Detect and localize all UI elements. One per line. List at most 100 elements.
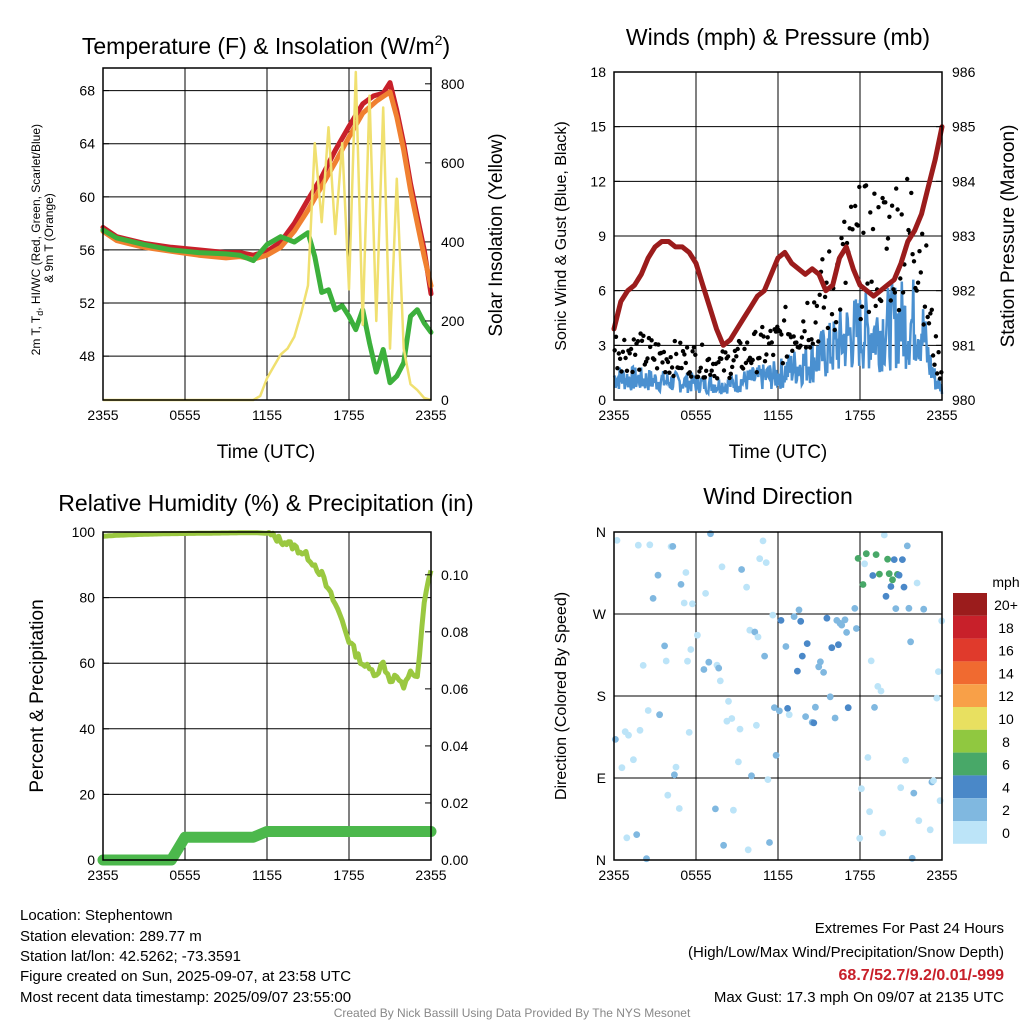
y-tick-label: 12 [590,173,606,189]
y-tick-label: 56 [79,242,95,258]
wind-gust-point [936,350,941,355]
x-tick-label: 1755 [333,407,364,423]
temperature-axes: 2355 0555 1155 1755 2355 48 52 56 60 64 68 0 200 400 6… [79,76,464,423]
y2-tick-label: 0.04 [441,738,468,754]
wind-gust-point [866,309,872,315]
wind-direction-point [772,751,780,759]
wind-gust-point [885,236,891,241]
wind-direction-point [702,590,709,597]
wind-gust-point [645,356,650,361]
winds-y2-label: Station Pressure (Maroon) [998,125,1019,348]
wind-gust-point [900,290,906,295]
y-tick-label: S [597,688,606,704]
wind-gust-point [764,352,769,357]
wind-direction-point [754,633,762,641]
wind-gust-point [668,355,673,360]
temperature-series [100,70,434,402]
wind-direction-point [853,625,860,632]
wind-gust-point [750,357,755,363]
wind-gust-point [698,365,703,370]
colorbar-swatch [953,729,987,753]
wind-direction-point [826,693,834,701]
wind-gust-point [909,190,914,196]
x-tick-label: 0555 [169,867,200,883]
wind-gust-point [753,329,758,335]
wind-gust-point [769,340,774,345]
wind-direction-point [625,731,632,739]
wind-gust-point [727,375,732,381]
wind-gust-point [802,329,807,334]
wind-gust-point [910,252,915,257]
wind-direction-point [903,542,911,550]
wind-gust-point [742,346,747,352]
wind-direction-point [803,640,811,647]
wind-direction-point [669,543,677,550]
wind-direction-point [930,777,937,784]
wind-direction-point [877,687,885,695]
relative-humidity-line [102,530,434,691]
wind-gust-point [933,334,939,339]
wind-gust-point [757,355,762,361]
wind-direction-point [798,652,806,660]
wind-gust-point [665,359,671,365]
wind-direction-point [795,606,803,614]
colorbar-label: 14 [998,665,1014,681]
wind-direction-point [905,604,913,612]
wind-gust-point [920,231,925,236]
credit-line: Created By Nick Bassill Using Data Provi… [333,1006,691,1020]
wind-gust-point [840,241,846,247]
wind-direction-point [858,785,865,793]
wind-direction-point [892,605,900,612]
wind-gust-point [843,280,848,285]
wind-direction-point [639,662,647,669]
wind-gust-point [895,207,900,212]
wind-direction-point [671,771,678,779]
wind-gust-point [814,303,820,309]
wind-direction-point [735,758,742,766]
wind-gust-point [613,334,619,339]
wind-gust-point [853,203,858,209]
wind-direction-point [718,563,726,571]
colorbar-swatch [953,798,987,821]
wind-gust-point [879,298,884,304]
wind-direction-point [897,784,905,792]
wind-gust-point [883,200,888,205]
wind-gust-point [842,219,847,224]
wind-gust-point [805,300,810,306]
wind-direction-point [797,617,805,625]
wind-direction-point [728,715,736,722]
wind-gust-point [888,298,893,303]
wind-gust-point [813,320,818,325]
station-pressure-line [611,124,945,348]
wind-direction-point [656,711,663,719]
wind-direction-point [838,621,846,629]
y-tick-label: 52 [79,295,95,311]
wind-gust-point [825,325,831,331]
wind-gust-point [872,191,877,196]
wind-gust-point [894,186,899,191]
wind-direction-point [756,555,764,563]
wind-direction-point [764,776,772,783]
wind-direction-point [926,826,934,834]
wind-direction-point [913,579,921,587]
wind-direction-point [743,583,750,591]
wind-gust-point [869,279,874,284]
wind-direction-point [889,576,896,584]
wind-gust-point [678,340,683,345]
colorbar-swatch [953,593,987,616]
wind-gust-point [768,328,773,334]
wind-direction-point [907,638,914,646]
wind-gust-point [695,374,701,379]
wind-gust-point [905,176,910,182]
wind-gust-point [682,352,687,357]
wind-gust-point [663,370,668,375]
wind-direction-point [771,704,778,711]
wind-gust-point [798,343,803,348]
colorbar-label: 4 [1002,779,1010,795]
wind-direction-panel: Wind Direction 2355 0555 1155 1755 2355NESWN… [553,483,1020,883]
wind-direction-point [782,643,790,650]
wind-gust-point [892,290,898,295]
y2-tick-label: 982 [952,283,976,299]
wind-direction-point [864,754,872,761]
wind-gust-point [781,318,787,323]
